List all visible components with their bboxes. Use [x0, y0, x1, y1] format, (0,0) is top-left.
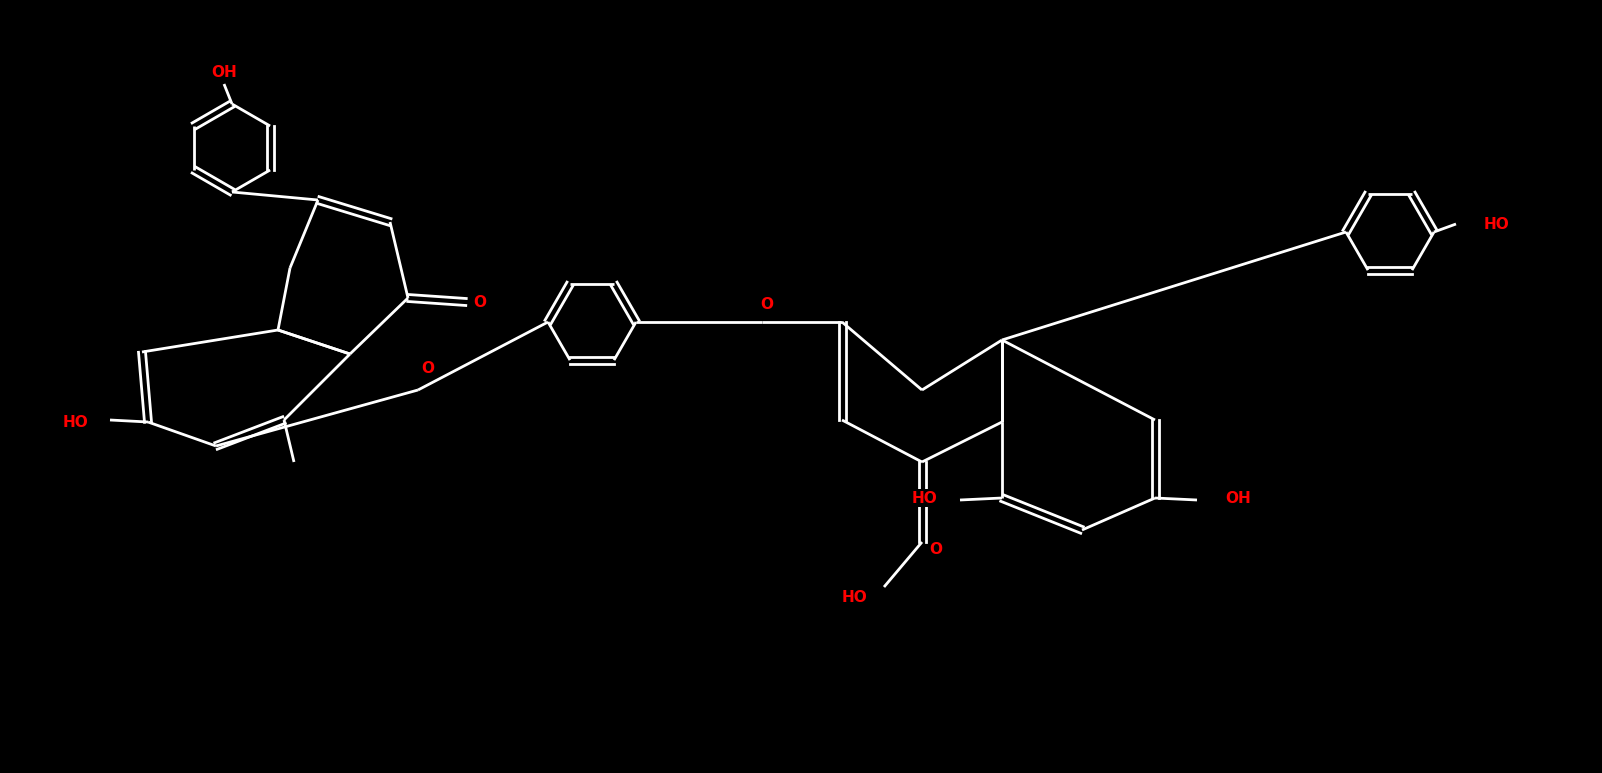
Text: HO: HO: [912, 491, 937, 506]
Text: OH: OH: [1226, 491, 1251, 506]
Text: O: O: [474, 295, 487, 309]
Text: HO: HO: [1483, 216, 1509, 231]
Text: HO: HO: [62, 414, 88, 430]
Text: O: O: [929, 543, 942, 557]
Text: O: O: [761, 297, 774, 312]
Text: OH: OH: [211, 64, 237, 80]
Text: HO: HO: [841, 590, 867, 604]
Text: O: O: [421, 360, 434, 376]
